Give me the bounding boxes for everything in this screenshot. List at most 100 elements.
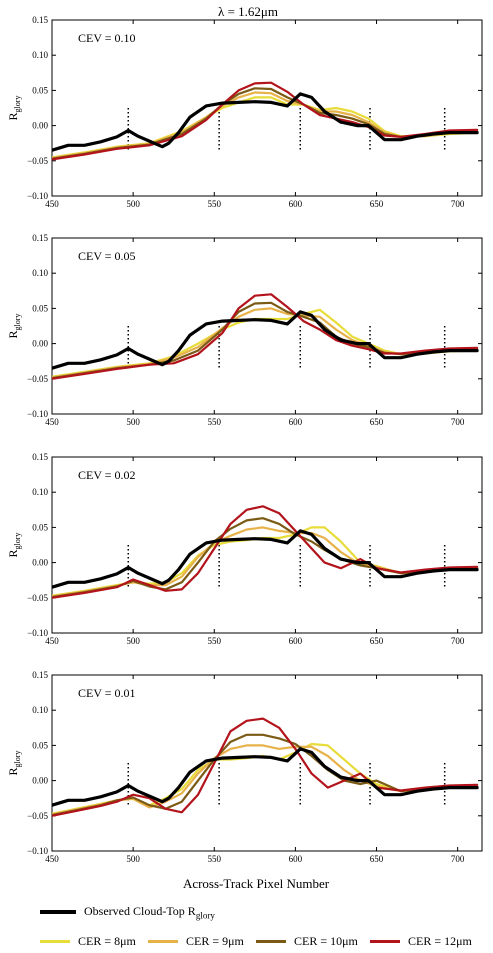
plot-frame bbox=[51, 237, 483, 415]
y-tick-label: −0.10 bbox=[27, 628, 48, 638]
series-group bbox=[52, 293, 479, 380]
x-tick-label: 650 bbox=[370, 199, 384, 209]
x-tick-label: 550 bbox=[208, 417, 222, 427]
y-axis-label-sub: glory bbox=[13, 96, 22, 113]
legend-item-cer9: CER = 9μm bbox=[148, 934, 244, 949]
y-axis-label: Rglory bbox=[6, 96, 22, 121]
series-line-cer12 bbox=[52, 81, 479, 161]
x-tick-label: 650 bbox=[370, 636, 384, 646]
legend-item-cer12: CER = 12μm bbox=[370, 934, 472, 949]
panel-title: CEV = 0.01 bbox=[78, 686, 136, 700]
y-tick-label: −0.10 bbox=[27, 409, 48, 419]
x-tick-label: 650 bbox=[370, 417, 384, 427]
series-line-observed bbox=[52, 529, 479, 589]
x-tick-label: 550 bbox=[208, 636, 222, 646]
x-tick-label: 500 bbox=[126, 417, 140, 427]
plot-frame bbox=[51, 456, 483, 634]
chart-panel-2: −0.10 −0.05 0.00 0.05 0.10 0.15 450 500 550 600 65… bbox=[6, 233, 483, 427]
legend-swatch-cer12 bbox=[370, 940, 400, 943]
series-line-cer12 bbox=[52, 505, 479, 599]
y-axis-label-main: R bbox=[6, 330, 20, 338]
series-line-observed bbox=[52, 747, 479, 807]
y-axis-label-sub: glory bbox=[13, 533, 22, 550]
panel-title: CEV = 0.02 bbox=[78, 468, 136, 482]
legend-label-cer10: CER = 10μm bbox=[294, 934, 358, 948]
legend-item-observed: Observed Cloud-Top Rglory bbox=[40, 904, 215, 920]
series-group bbox=[52, 81, 479, 161]
x-axis-label: Across-Track Pixel Number bbox=[183, 876, 330, 891]
chart-panel-1: −0.10 −0.05 0.00 0.05 0.10 0.15 450 500 550 600 65… bbox=[6, 15, 483, 209]
y-tick-label: −0.05 bbox=[27, 811, 48, 821]
y-axis-label: Rglory bbox=[6, 751, 22, 776]
x-tick-label: 450 bbox=[45, 636, 59, 646]
y-tick-label: 0.05 bbox=[32, 85, 48, 95]
legend-swatch-cer10 bbox=[256, 940, 286, 943]
panel-title: CEV = 0.05 bbox=[78, 249, 136, 263]
y-tick-label: 0.00 bbox=[32, 558, 48, 568]
series-line-observed bbox=[52, 310, 479, 370]
x-tick-label: 700 bbox=[451, 199, 465, 209]
plot-frame bbox=[51, 674, 483, 852]
series-line-cer10 bbox=[52, 733, 479, 817]
y-tick-label: 0.10 bbox=[32, 50, 48, 60]
y-tick-label: −0.05 bbox=[27, 374, 48, 384]
y-axis-label-sub: glory bbox=[13, 751, 22, 768]
x-tick-label: 550 bbox=[208, 854, 222, 864]
series-group bbox=[52, 717, 479, 817]
chart-panel-4: −0.10 −0.05 0.00 0.05 0.10 0.15 450 500 550 600 65… bbox=[6, 670, 483, 864]
x-tick-label: 450 bbox=[45, 417, 59, 427]
x-tick-label: 600 bbox=[289, 199, 303, 209]
y-tick-label: −0.05 bbox=[27, 593, 48, 603]
y-axis-label-main: R bbox=[6, 112, 20, 120]
legend-item-cer10: CER = 10μm bbox=[256, 934, 358, 949]
y-tick-label: 0.00 bbox=[32, 339, 48, 349]
series-line-cer12 bbox=[52, 717, 479, 817]
y-tick-label: 0.15 bbox=[32, 15, 48, 25]
y-axis-label-main: R bbox=[6, 767, 20, 775]
x-tick-label: 500 bbox=[126, 854, 140, 864]
chart-panel-3: −0.10 −0.05 0.00 0.05 0.10 0.15 450 500 550 600 65… bbox=[6, 452, 483, 646]
y-axis-label-main: R bbox=[6, 549, 20, 557]
series-group bbox=[52, 505, 479, 599]
y-tick-label: −0.10 bbox=[27, 191, 48, 201]
y-tick-label: 0.00 bbox=[32, 776, 48, 786]
x-tick-label: 600 bbox=[289, 854, 303, 864]
legend-label-cer12: CER = 12μm bbox=[408, 934, 472, 948]
y-tick-label: 0.05 bbox=[32, 522, 48, 532]
x-tick-label: 450 bbox=[45, 199, 59, 209]
y-tick-label: 0.00 bbox=[32, 121, 48, 131]
plot-frame bbox=[51, 19, 483, 197]
legend-item-cer8: CER = 8μm bbox=[40, 934, 136, 949]
y-tick-label: 0.10 bbox=[32, 705, 48, 715]
y-tick-label: 0.15 bbox=[32, 452, 48, 462]
legend-label-cer9: CER = 9μm bbox=[186, 934, 244, 948]
legend-label-observed: Observed Cloud-Top Rglory bbox=[84, 904, 215, 921]
x-tick-label: 700 bbox=[451, 854, 465, 864]
y-tick-label: 0.15 bbox=[32, 233, 48, 243]
x-tick-label: 600 bbox=[289, 636, 303, 646]
x-tick-label: 550 bbox=[208, 199, 222, 209]
y-axis-label: Rglory bbox=[6, 533, 22, 558]
legend-label-cer8: CER = 8μm bbox=[78, 934, 136, 948]
panel-title: CEV = 0.10 bbox=[78, 31, 136, 45]
legend-swatch-cer8 bbox=[40, 940, 70, 943]
y-tick-label: 0.15 bbox=[32, 670, 48, 680]
x-tick-label: 650 bbox=[370, 854, 384, 864]
y-tick-label: 0.05 bbox=[32, 303, 48, 313]
y-tick-label: −0.10 bbox=[27, 846, 48, 856]
x-tick-label: 600 bbox=[289, 417, 303, 427]
series-line-observed bbox=[52, 92, 479, 152]
legend-swatch-cer9 bbox=[148, 940, 178, 943]
y-tick-label: 0.10 bbox=[32, 487, 48, 497]
x-tick-label: 500 bbox=[126, 199, 140, 209]
legend-swatch-observed bbox=[40, 910, 76, 915]
y-axis-label: Rglory bbox=[6, 314, 22, 339]
y-tick-label: 0.05 bbox=[32, 740, 48, 750]
y-axis-label-sub: glory bbox=[13, 314, 22, 331]
chart-panels: −0.10 −0.05 0.00 0.05 0.10 0.15 450 500 550 600 65… bbox=[6, 15, 483, 864]
figure-title: λ = 1.62μm bbox=[218, 4, 278, 19]
y-tick-label: 0.10 bbox=[32, 268, 48, 278]
x-tick-label: 700 bbox=[451, 636, 465, 646]
x-tick-label: 450 bbox=[45, 854, 59, 864]
y-tick-label: −0.05 bbox=[27, 156, 48, 166]
